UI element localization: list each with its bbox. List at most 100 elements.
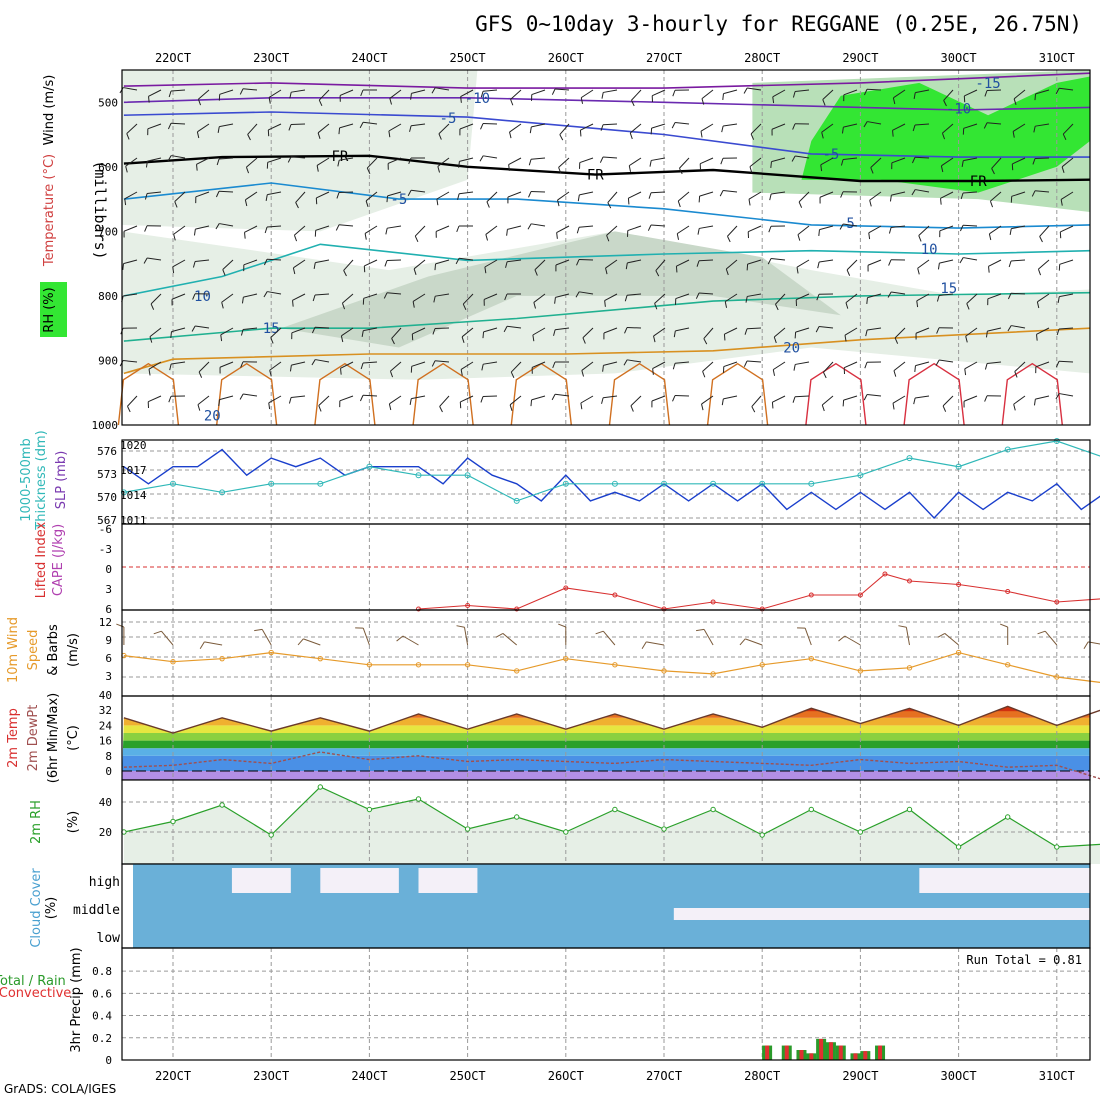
wind-barb bbox=[722, 93, 724, 100]
wind-barb bbox=[1033, 399, 1036, 406]
wind-barb bbox=[314, 293, 330, 296]
wind-barb bbox=[701, 89, 714, 100]
wind-barb bbox=[579, 191, 594, 196]
wind-barb bbox=[123, 360, 138, 363]
wind-barb bbox=[240, 329, 244, 336]
wind-barb bbox=[727, 225, 738, 237]
wind-barb bbox=[1011, 191, 1026, 197]
wind-barb bbox=[387, 157, 402, 164]
wind-barb bbox=[677, 191, 690, 202]
wind-barb bbox=[363, 293, 378, 299]
wind-barb bbox=[821, 132, 824, 139]
wind-barb bbox=[676, 259, 690, 267]
precip-label-c: 3hr Precip (mm) bbox=[69, 947, 84, 1052]
wind-barb bbox=[167, 155, 172, 162]
wind10-barb bbox=[739, 638, 746, 646]
wind-barb bbox=[551, 88, 556, 95]
wind-barb bbox=[1035, 89, 1050, 95]
wind-barb bbox=[219, 89, 234, 95]
wind10-barb bbox=[261, 629, 272, 646]
wind-barb bbox=[723, 395, 738, 400]
wind10-barb bbox=[1044, 630, 1058, 646]
wind-barb bbox=[911, 157, 916, 164]
wind-barb bbox=[507, 325, 522, 329]
wind-barb bbox=[170, 89, 186, 92]
rh2m-point bbox=[563, 829, 569, 835]
x-tick-label-bottom: 25OCT bbox=[450, 1069, 486, 1083]
wind-barb bbox=[557, 191, 570, 201]
wind-barb bbox=[795, 327, 810, 333]
thickness-point bbox=[415, 472, 422, 479]
slp-line bbox=[123, 448, 1100, 520]
rh2m-point bbox=[612, 806, 618, 813]
lifted-index-point bbox=[710, 599, 716, 605]
wind-barb bbox=[263, 291, 268, 298]
wind-barb bbox=[1035, 395, 1050, 400]
wind-barb bbox=[388, 123, 402, 132]
slp-tick: 1020 bbox=[120, 439, 147, 452]
wind-barb bbox=[627, 259, 642, 264]
wind10-barb bbox=[254, 628, 263, 632]
wind-barb bbox=[796, 267, 799, 274]
wind-barb bbox=[1061, 157, 1074, 168]
lifted-index-line bbox=[418, 573, 1100, 610]
wind-barb bbox=[217, 126, 220, 133]
wind-barb bbox=[699, 225, 714, 229]
wind-barb bbox=[291, 361, 306, 366]
rh2m-point bbox=[906, 806, 913, 813]
precip-tick: 0.6 bbox=[92, 987, 112, 1000]
wind-barb bbox=[173, 234, 176, 241]
wind-barb bbox=[1033, 126, 1036, 133]
wind-barb bbox=[603, 361, 618, 366]
wind-barb bbox=[892, 130, 894, 137]
wind-barb bbox=[676, 225, 690, 235]
wind-barb bbox=[795, 361, 810, 365]
wind10-point bbox=[514, 668, 520, 674]
wind-barb bbox=[559, 123, 570, 135]
wind-barb bbox=[414, 235, 419, 243]
wind-barb bbox=[197, 99, 202, 106]
wind-barb bbox=[407, 190, 412, 197]
wind-barb bbox=[819, 326, 834, 329]
wind-barb bbox=[822, 89, 834, 100]
wind-barb bbox=[1011, 325, 1026, 329]
thickness-point bbox=[562, 480, 569, 487]
wind-barb bbox=[751, 406, 756, 413]
wind-barb bbox=[698, 259, 714, 262]
thickness-point bbox=[170, 480, 176, 487]
wind-barb bbox=[962, 224, 978, 227]
wind-barb bbox=[295, 202, 299, 209]
wind-barb bbox=[218, 157, 234, 160]
wind10-tick: 12 bbox=[99, 616, 112, 629]
wind-barb bbox=[318, 405, 322, 412]
wind-barb bbox=[575, 291, 580, 298]
x-tick-label-top: 23OCT bbox=[253, 51, 289, 65]
rh2m-point bbox=[514, 814, 520, 820]
wind-barb bbox=[984, 90, 988, 97]
wind-barb bbox=[410, 93, 412, 100]
thickness-tick: 570 bbox=[97, 491, 117, 504]
wind-barb bbox=[267, 157, 282, 163]
temp-tick: 24 bbox=[99, 719, 113, 732]
wind-barb bbox=[965, 327, 978, 337]
precip-bar-conv bbox=[819, 1038, 824, 1060]
wind-barb bbox=[436, 198, 439, 206]
wind-barb bbox=[1056, 328, 1060, 336]
wind-barb bbox=[964, 89, 978, 97]
rh2m-line bbox=[123, 786, 1100, 848]
wind-barb bbox=[505, 261, 508, 268]
precip-run-total: Run Total = 0.81 bbox=[966, 953, 1082, 967]
wind-barb bbox=[746, 360, 762, 363]
wind-barb bbox=[412, 327, 426, 335]
pressure-tick: 800 bbox=[98, 290, 118, 303]
wind-barb bbox=[435, 87, 450, 91]
wind-barb bbox=[915, 89, 930, 94]
wind-barb bbox=[366, 167, 371, 175]
wind-barb bbox=[699, 191, 714, 197]
wind-barb bbox=[723, 123, 738, 127]
precip-bar-conv bbox=[863, 1051, 868, 1060]
wind-barb bbox=[170, 122, 186, 125]
wind-barb bbox=[339, 395, 354, 402]
wind-barb bbox=[531, 361, 546, 368]
wind-barb bbox=[767, 258, 772, 265]
